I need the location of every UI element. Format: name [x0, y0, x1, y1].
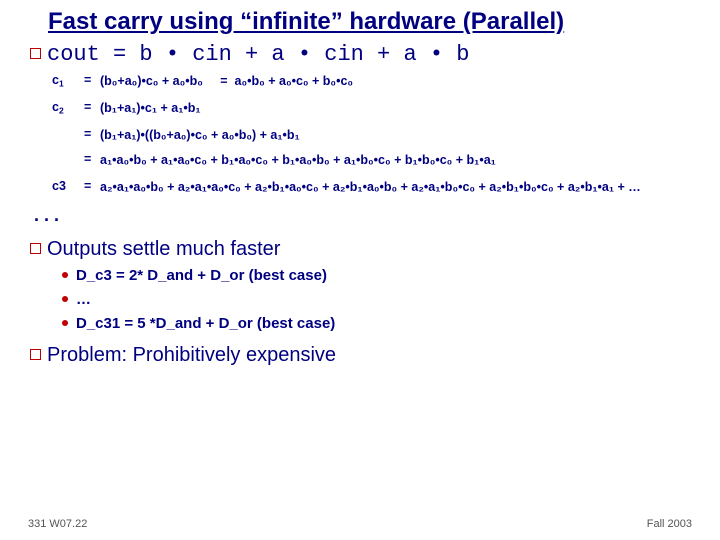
eq-row: c2 = (b₁+a₁)•c₁ + a₁•b₁: [52, 100, 692, 117]
sub-list: D_c3 = 2* D_and + D_or (best case) … D_c…: [62, 267, 692, 332]
bullet-square-icon: [30, 243, 41, 254]
slide-title: Fast carry using “infinite” hardware (Pa…: [48, 8, 692, 36]
eq-row: = (b₁+a₁)•((b₀+a₀)•c₀ + a₀•b₀) + a₁•b₁: [52, 127, 692, 144]
eq-row: c3 = a₂•a₁•a₀•b₀ + a₂•a₁•a₀•c₀ + a₂•b₁•a…: [52, 179, 692, 196]
footer-right: Fall 2003: [647, 518, 692, 530]
main-equation: cout = b • cin + a • cin + a • b: [30, 42, 692, 67]
bullet-square-icon: [30, 48, 41, 59]
bullet-square-icon: [30, 349, 41, 360]
bullet-dot-icon: [62, 320, 68, 326]
problem-line: Problem: Prohibitively expensive: [30, 344, 692, 367]
footer-left: 331 W07.22: [28, 518, 87, 530]
sub-item: D_c31 = 5 *D_and + D_or (best case): [62, 315, 692, 332]
bullet-dot-icon: [62, 296, 68, 302]
ellipsis: . . .: [34, 205, 692, 226]
sub-item: D_c3 = 2* D_and + D_or (best case): [62, 267, 692, 284]
eq-row: = a₁•a₀•b₀ + a₁•a₀•c₀ + b₁•a₀•c₀ + b₁•a₀…: [52, 152, 692, 169]
eq-row: c1 = (b₀+a₀)•c₀ + a₀•b₀ = a₀•b₀ + a₀•c₀ …: [52, 73, 692, 90]
bullet-dot-icon: [62, 272, 68, 278]
outputs-line: Outputs settle much faster: [30, 238, 692, 261]
footer: 331 W07.22 Fall 2003: [28, 518, 692, 530]
equation-table: c1 = (b₀+a₀)•c₀ + a₀•b₀ = a₀•b₀ + a₀•c₀ …: [52, 73, 692, 195]
sub-item: …: [62, 291, 692, 308]
